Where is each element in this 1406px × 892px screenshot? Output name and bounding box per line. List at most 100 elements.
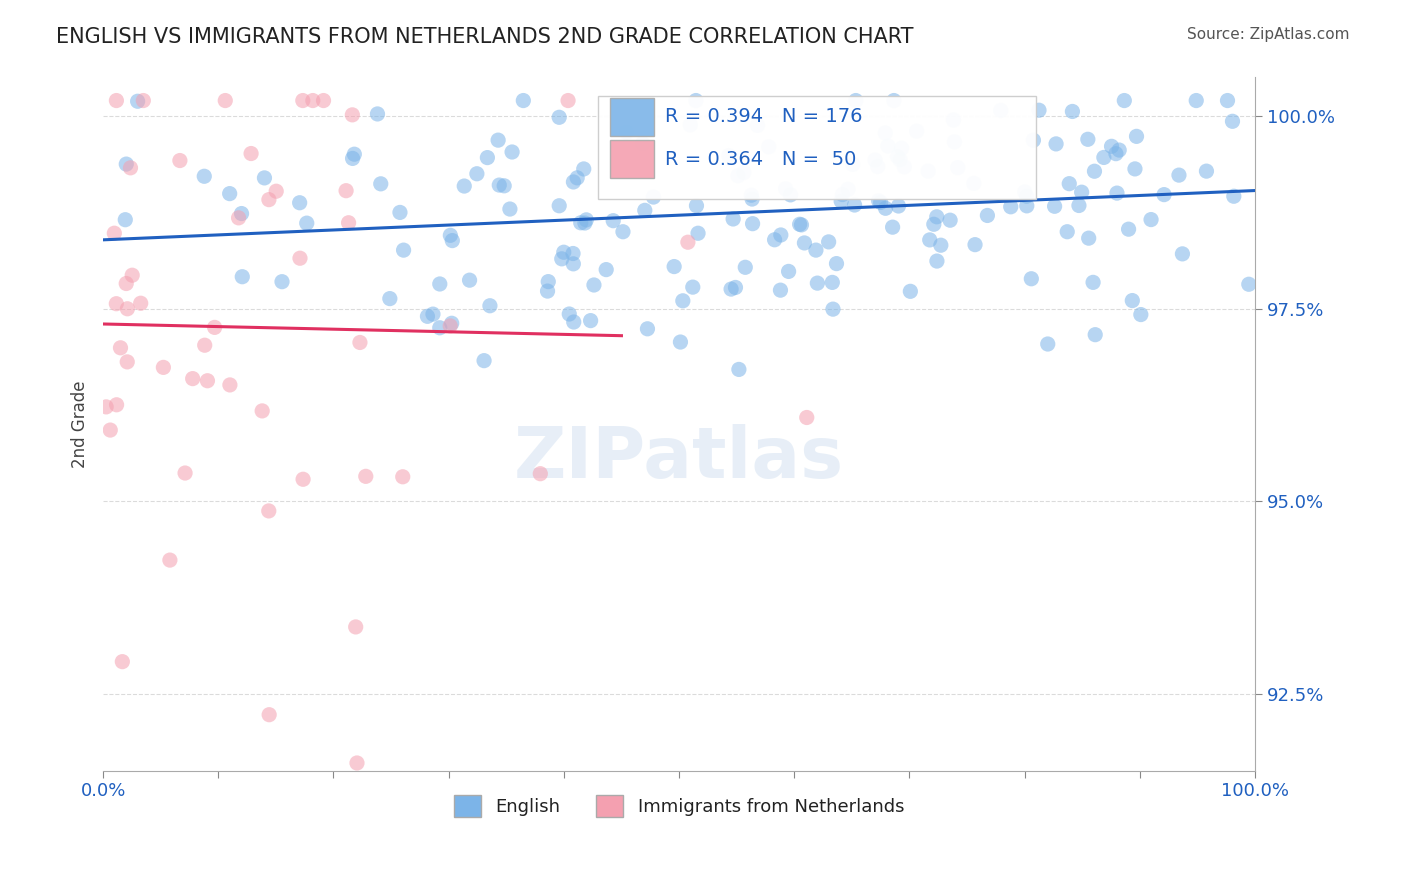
Point (728, 362, 751, 376)
Point (790, 218, 813, 232)
Point (193, 169, 215, 184)
Point (344, 620, 367, 634)
Point (354, 469, 377, 483)
Point (634, 203, 657, 218)
Point (679, 118, 702, 132)
Point (720, 282, 742, 296)
Point (132, 94, 155, 108)
Point (288, 195, 311, 210)
Point (567, 170, 589, 185)
Point (844, 198, 866, 212)
Point (727, 169, 749, 183)
Point (889, 153, 911, 167)
Point (562, 246, 585, 260)
Point (717, 148, 740, 162)
Point (724, 280, 747, 294)
Point (582, 277, 605, 292)
Point (416, 310, 439, 324)
Point (1081, 276, 1104, 290)
Point (378, 292, 401, 306)
Point (682, 280, 704, 294)
Point (612, 225, 634, 239)
Point (392, 243, 415, 257)
Point (686, 226, 709, 240)
Point (942, 113, 965, 128)
Point (1021, 272, 1043, 286)
Point (103, 226, 125, 240)
Point (747, 119, 769, 133)
Point (194, 338, 217, 352)
Point (775, 182, 797, 196)
Point (769, 283, 792, 297)
Point (1015, 189, 1038, 203)
Point (529, 467, 551, 481)
Point (121, 268, 143, 283)
Text: ENGLISH VS IMMIGRANTS FROM NETHERLANDS 2ND GRADE CORRELATION CHART: ENGLISH VS IMMIGRANTS FROM NETHERLANDS 2… (56, 27, 914, 46)
Point (831, 187, 853, 202)
Point (1168, 168, 1191, 182)
Point (295, 216, 318, 230)
Text: Source: ZipAtlas.com: Source: ZipAtlas.com (1187, 27, 1350, 42)
Point (1014, 185, 1036, 199)
Point (370, 177, 392, 191)
Point (288, 251, 311, 265)
Point (429, 320, 451, 334)
Point (817, 235, 839, 249)
Text: R = 0.394   N = 176: R = 0.394 N = 176 (665, 107, 863, 127)
Point (821, 302, 844, 317)
Point (740, 188, 762, 202)
Point (218, 186, 240, 201)
FancyBboxPatch shape (599, 96, 1036, 199)
Point (662, 260, 685, 274)
Point (616, 125, 638, 139)
Point (890, 141, 912, 155)
Point (551, 252, 574, 266)
Legend: English, Immigrants from Netherlands: English, Immigrants from Netherlands (447, 788, 911, 824)
Point (562, 175, 585, 189)
Point (422, 307, 444, 321)
Point (1045, 136, 1067, 151)
Point (197, 374, 219, 388)
Point (779, 187, 801, 202)
Point (976, 209, 998, 223)
Point (488, 178, 510, 192)
Point (863, 153, 886, 167)
Point (391, 470, 413, 484)
Point (929, 238, 952, 252)
Point (342, 152, 364, 166)
Point (494, 178, 516, 193)
Point (477, 151, 499, 165)
Point (343, 147, 366, 161)
Point (643, 190, 665, 204)
Point (925, 254, 948, 268)
Point (501, 145, 523, 159)
Point (127, 95, 149, 109)
Point (478, 299, 501, 313)
Point (257, 504, 280, 518)
Point (557, 94, 579, 108)
Point (1105, 146, 1128, 161)
Point (572, 161, 595, 176)
Point (943, 135, 966, 149)
Point (821, 276, 844, 290)
Point (793, 235, 815, 250)
Point (922, 217, 945, 231)
Point (1123, 161, 1146, 176)
Point (875, 126, 897, 140)
Point (312, 94, 335, 108)
Point (228, 211, 250, 225)
Point (114, 212, 136, 227)
Point (1121, 293, 1143, 308)
Point (721, 211, 744, 226)
Point (441, 234, 464, 248)
Point (219, 378, 242, 392)
Point (669, 334, 692, 349)
Point (763, 233, 786, 247)
Point (758, 140, 780, 154)
Point (769, 227, 792, 242)
Point (1114, 94, 1136, 108)
Point (733, 165, 755, 179)
Point (830, 194, 852, 208)
Point (946, 161, 969, 175)
Point (917, 164, 939, 178)
